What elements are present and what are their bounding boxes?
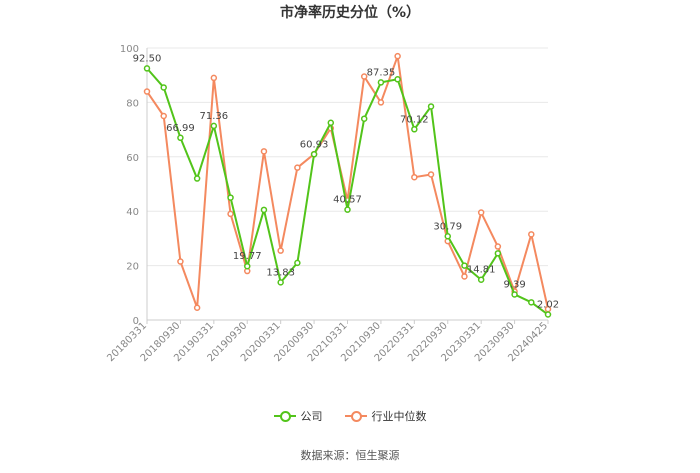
chart-title: 市净率历史分位（%） — [279, 5, 421, 21]
legend-label-company: 公司 — [300, 410, 323, 423]
data-point-industry — [377, 99, 385, 106]
data-label: 40.57 — [333, 195, 362, 206]
data-point-industry — [294, 164, 301, 171]
data-point-company — [444, 233, 451, 240]
data-label: 87.35 — [367, 67, 396, 78]
data-labels: 92.50 66.99 71.36 19.77 13.83 60.93 40.57 87.35… — [133, 53, 559, 310]
data-point-company — [544, 311, 552, 318]
data-label: 14.81 — [467, 265, 496, 276]
data-point-company — [511, 291, 518, 298]
data-label: 19.77 — [233, 251, 262, 262]
data-point-company — [494, 250, 502, 257]
legend-label-industry: 行业中位数 — [371, 410, 427, 423]
legend-swatch-industry — [344, 411, 367, 422]
data-point-company — [244, 262, 251, 270]
data-point-company — [143, 65, 151, 72]
data-point-company — [327, 119, 335, 127]
y-tick-label: 20 — [126, 262, 139, 273]
data-point-industry — [210, 74, 218, 82]
data-point-company — [427, 103, 435, 110]
data-point-industry — [394, 52, 401, 60]
data-label: 9.39 — [503, 279, 525, 290]
series-layer — [143, 52, 552, 318]
legend: 公司 行业中位数 — [0, 408, 700, 424]
grid-lines — [147, 47, 548, 321]
data-point-company — [394, 76, 401, 83]
data-point-industry — [177, 258, 184, 265]
data-point-company — [360, 115, 368, 122]
data-point-company — [310, 151, 318, 158]
data-point-company — [277, 279, 284, 286]
data-point-company — [344, 206, 351, 213]
data-point-company — [160, 84, 167, 91]
line-chart: 0 20 40 60 80 100 201803312018093020190331201… — [105, 44, 559, 364]
y-tick-label: 100 — [120, 44, 139, 55]
data-point-industry — [427, 171, 435, 178]
data-point-company — [411, 126, 418, 133]
data-point-company — [461, 262, 468, 269]
data-point-industry — [227, 210, 234, 218]
data-label: 60.93 — [300, 139, 329, 150]
source-note: 数据来源：恒生聚源 — [300, 449, 400, 462]
data-point-industry — [494, 243, 502, 250]
y-tick-label: 60 — [126, 153, 139, 164]
series-line-company — [146, 67, 549, 316]
data-point-industry — [277, 247, 284, 254]
y-tick-label: 80 — [126, 98, 139, 109]
y-tick-label: 40 — [126, 207, 139, 218]
legend-item-industry[interactable]: 行业中位数 — [344, 408, 427, 424]
data-point-company — [294, 259, 301, 267]
data-point-industry — [143, 88, 151, 95]
data-label: 30.79 — [433, 221, 462, 232]
data-label: 70.12 — [400, 114, 429, 125]
data-point-industry — [160, 112, 167, 120]
data-point-company — [210, 122, 218, 130]
data-point-company — [227, 194, 234, 201]
data-point-company — [477, 276, 485, 283]
data-point-industry — [477, 209, 485, 216]
legend-item-company[interactable]: 公司 — [273, 408, 323, 424]
data-point-company — [177, 134, 184, 142]
data-label: 13.83 — [266, 267, 295, 278]
y-tick-label: 0 — [133, 316, 139, 327]
data-label: 66.99 — [166, 123, 195, 134]
data-point-industry — [461, 273, 468, 280]
y-axis: 0 20 40 60 80 100 — [120, 44, 148, 327]
data-point-industry — [528, 231, 535, 238]
x-axis: 2018033120180930201903312019093020200331… — [105, 320, 550, 364]
data-point-company — [260, 206, 268, 214]
data-point-industry — [260, 148, 268, 155]
legend-swatch-company — [273, 411, 296, 422]
data-point-industry — [193, 304, 201, 312]
data-label: 71.36 — [200, 111, 229, 122]
data-point-industry — [360, 73, 368, 80]
data-point-industry — [411, 173, 418, 181]
data-label: 2.02 — [537, 300, 559, 311]
data-point-company — [377, 79, 385, 86]
data-point-company — [528, 299, 535, 306]
data-point-company — [193, 175, 201, 182]
data-label: 92.50 — [133, 53, 162, 64]
